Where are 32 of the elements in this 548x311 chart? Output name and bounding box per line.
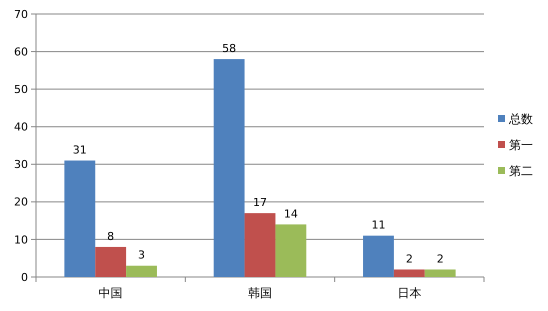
data-label: 2 [406, 252, 413, 266]
data-label: 2 [436, 252, 444, 266]
y-tick-label: 30 [14, 158, 28, 172]
bar [214, 59, 245, 277]
bar [244, 213, 276, 277]
bar [424, 269, 456, 277]
bar [126, 266, 157, 277]
legend-label: 第二 [509, 164, 533, 178]
y-tick-label: 40 [14, 120, 28, 134]
data-label: 58 [222, 42, 236, 56]
y-tick-label: 70 [14, 8, 28, 21]
data-label: 31 [72, 144, 87, 157]
data-label: 11 [371, 218, 386, 232]
bar [363, 236, 394, 277]
legend-label: 第一 [509, 138, 533, 152]
x-tick-label: 韩国 [248, 286, 272, 300]
y-tick-label: 60 [14, 45, 28, 58]
data-label: 8 [107, 230, 114, 243]
data-label: 17 [253, 196, 267, 210]
y-tick-label: 10 [14, 233, 28, 246]
bar [64, 160, 96, 277]
bar [275, 224, 306, 277]
y-tick-label: 0 [21, 270, 28, 284]
bar [394, 269, 425, 277]
bar [95, 246, 126, 277]
x-tick-label: 中国 [98, 286, 123, 300]
y-tick-label: 20 [14, 196, 28, 209]
y-tick-label: 50 [14, 82, 28, 96]
data-label: 14 [284, 207, 298, 220]
legend-label: 总数 [508, 112, 533, 126]
x-tick-label: 日本 [397, 286, 422, 300]
data-label: 3 [138, 248, 146, 262]
